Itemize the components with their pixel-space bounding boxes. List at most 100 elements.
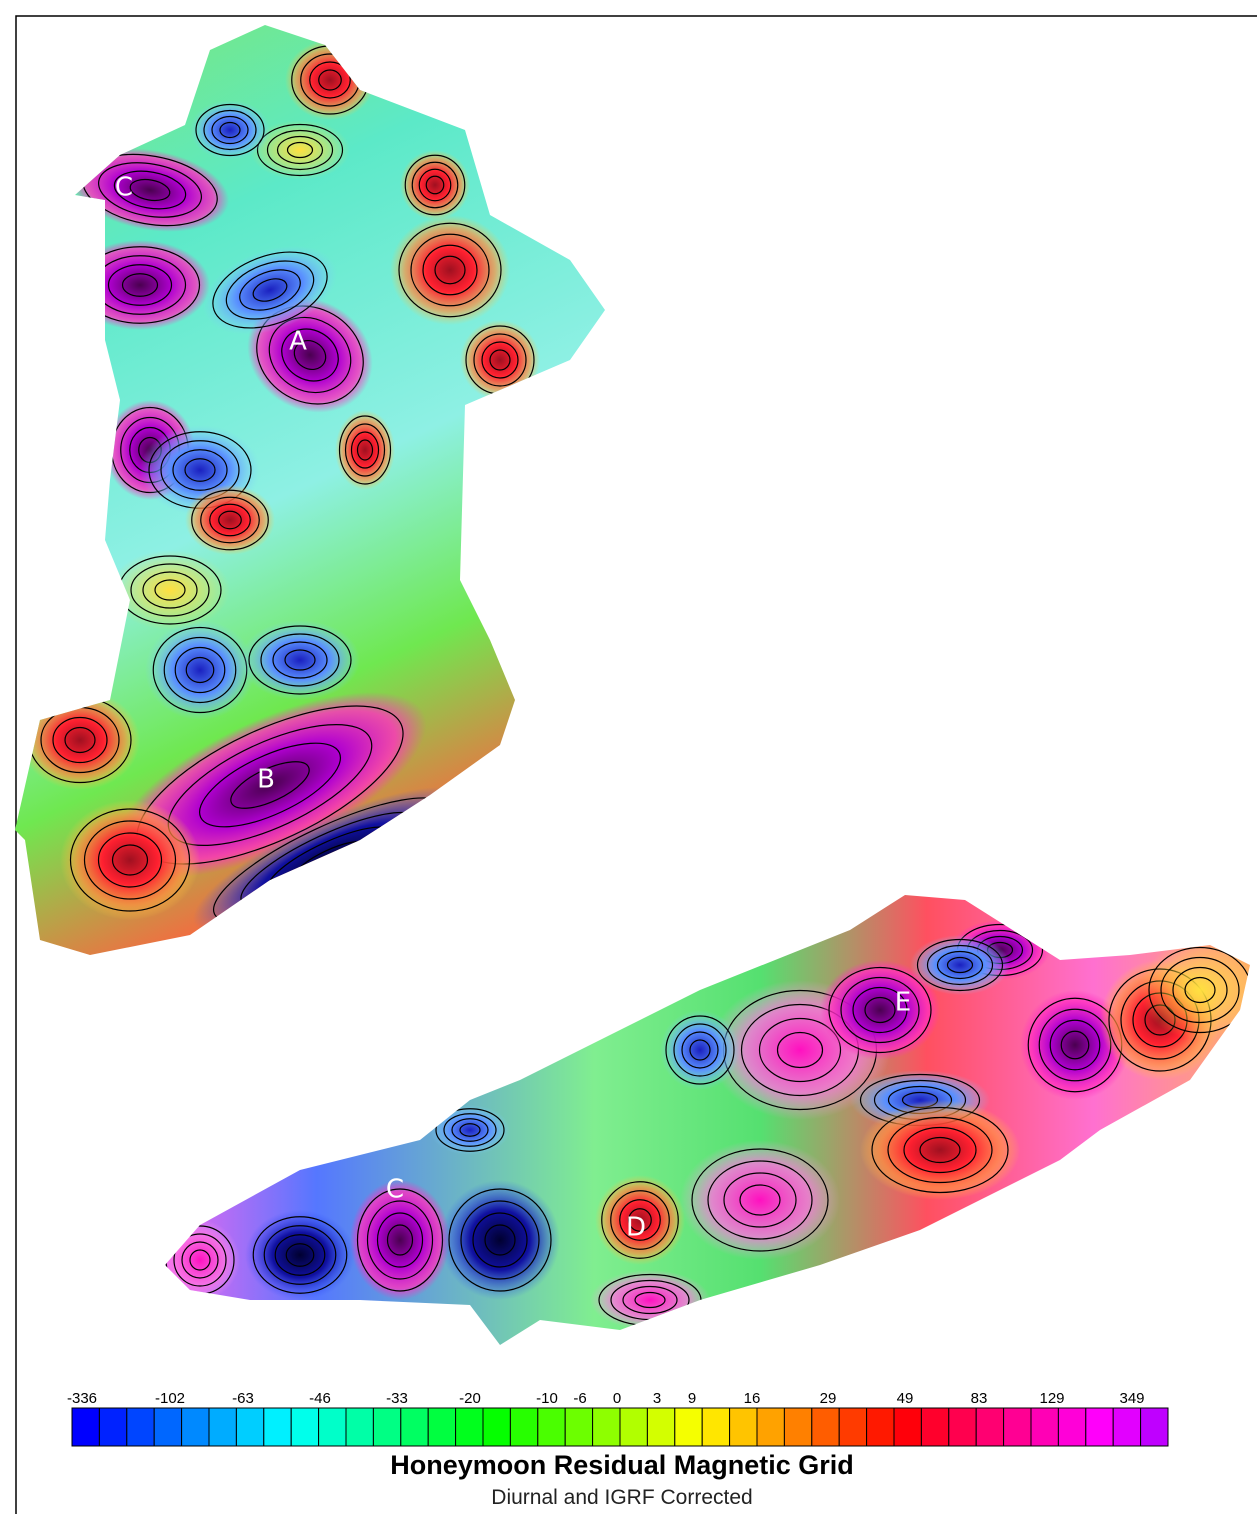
- contour: [121, 273, 159, 297]
- contour: [691, 1148, 829, 1252]
- colorbar-tick-label: -63: [232, 1390, 254, 1407]
- colorbar-cell: [509, 1407, 539, 1447]
- colorbar-cell: [783, 1407, 813, 1447]
- contour: [172, 449, 228, 491]
- colorbar-cell: [975, 1407, 1005, 1447]
- contour: [366, 1200, 434, 1280]
- contour: [1184, 976, 1216, 1004]
- colorbar-tick-label: 9: [688, 1390, 696, 1407]
- contour: [191, 489, 269, 551]
- contour: [154, 579, 186, 601]
- colorbar-tick-label: 29: [820, 1390, 837, 1407]
- colorbar-cell: [455, 1407, 484, 1447]
- colorbar-cell: [126, 1407, 155, 1447]
- anomaly: [350, 1180, 450, 1300]
- anomaly: [285, 40, 375, 120]
- contour: [634, 1291, 666, 1309]
- contour: [828, 966, 932, 1054]
- contour: [610, 1190, 670, 1250]
- anomaly: [860, 1100, 1020, 1200]
- anomaly-label: B: [257, 765, 275, 795]
- contour: [174, 646, 226, 694]
- anomaly: [250, 120, 350, 180]
- contour: [852, 986, 908, 1034]
- colorbar-tick-label: 129: [1039, 1390, 1064, 1407]
- anomaly: [20, 690, 140, 790]
- colorbar-tick-label: -33: [386, 1390, 408, 1407]
- contour: [318, 69, 342, 91]
- contour: [263, 1225, 337, 1285]
- anomaly: [240, 620, 360, 700]
- colorbar-tick-label: 49: [897, 1390, 914, 1407]
- colorbar-cell: [756, 1407, 785, 1447]
- contour: [628, 1208, 652, 1232]
- anomaly: [590, 1270, 710, 1330]
- contour: [665, 1015, 735, 1085]
- colorbar-cell: [948, 1407, 977, 1447]
- contour: [184, 458, 216, 482]
- colorbar-tick-label: -6: [573, 1390, 586, 1407]
- colorbar-cell: [1003, 1407, 1032, 1447]
- colorbar-cell: [592, 1407, 621, 1447]
- contour: [864, 996, 896, 1024]
- frame: [15, 15, 1257, 1514]
- contour: [230, 761, 310, 809]
- contour: [239, 269, 301, 311]
- contour: [272, 641, 328, 679]
- anomaly: [335, 410, 395, 490]
- contour: [219, 121, 241, 139]
- contour: [260, 633, 340, 687]
- colorbar-cell: [1085, 1407, 1114, 1447]
- contour: [946, 956, 974, 974]
- subtitle: Diurnal and IGRF Corrected: [491, 1486, 752, 1509]
- anomaly: [820, 960, 940, 1060]
- colorbar-tick-label: 83: [971, 1390, 988, 1407]
- contour: [252, 1216, 348, 1294]
- contour: [281, 328, 339, 382]
- colorbar-cell: [537, 1407, 566, 1447]
- contour: [218, 510, 242, 530]
- anomaly-label: C: [386, 1175, 404, 1205]
- contour: [739, 1184, 781, 1216]
- colorbar-cell: [345, 1407, 374, 1447]
- contour: [212, 251, 328, 329]
- colorbar-tick-label: 16: [744, 1390, 761, 1407]
- contour: [173, 1233, 227, 1287]
- contour: [293, 339, 327, 371]
- anomaly: [70, 148, 230, 232]
- colorbar-cell: [729, 1407, 758, 1447]
- anomaly-label: E: [895, 988, 911, 1018]
- contour: [276, 135, 324, 165]
- contour: [398, 222, 502, 318]
- colorbar-tick-label: 0: [613, 1390, 621, 1407]
- contour: [1060, 1030, 1090, 1060]
- north-grid: [15, 25, 605, 955]
- contour: [64, 726, 96, 754]
- anomaly: [440, 1180, 560, 1300]
- colorbar-tick-label: -20: [459, 1390, 481, 1407]
- contour: [113, 170, 187, 210]
- contour: [887, 1116, 993, 1184]
- contour: [386, 1224, 414, 1256]
- anomaly: [390, 215, 510, 325]
- contour: [1172, 966, 1228, 1014]
- contour: [97, 832, 163, 888]
- colorbar-tick-label: 3: [653, 1390, 661, 1407]
- contour: [776, 1031, 824, 1069]
- colorbar-cell: [701, 1407, 731, 1447]
- anomaly: [185, 485, 275, 555]
- anomaly: [910, 935, 1010, 995]
- contour: [350, 431, 380, 469]
- contour: [203, 109, 257, 151]
- colorbar-cell: [427, 1407, 457, 1447]
- contour: [936, 950, 984, 980]
- contour: [673, 1023, 727, 1077]
- contour: [460, 1200, 540, 1280]
- colorbar-cell: [318, 1407, 347, 1447]
- colorbar-cell: [838, 1407, 868, 1447]
- contour: [619, 1199, 661, 1241]
- contour: [418, 168, 452, 202]
- contour: [1148, 946, 1250, 1034]
- anomaly: [245, 1210, 355, 1300]
- contour: [723, 1172, 797, 1228]
